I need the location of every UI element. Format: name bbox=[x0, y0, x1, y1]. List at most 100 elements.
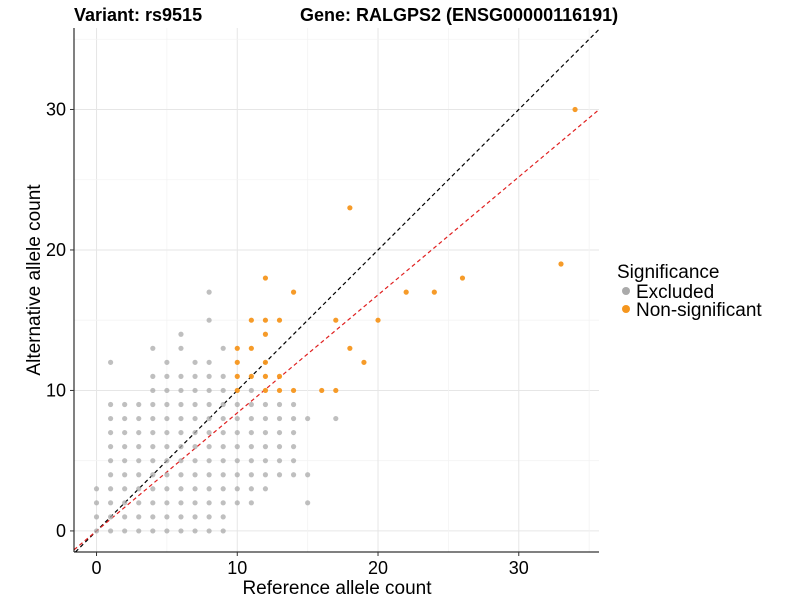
point-excluded bbox=[220, 373, 226, 379]
point-non-significant bbox=[558, 261, 564, 267]
point-excluded bbox=[122, 444, 128, 450]
point-excluded bbox=[234, 458, 240, 464]
point-excluded bbox=[192, 486, 198, 492]
point-excluded bbox=[262, 486, 269, 492]
point-non-significant bbox=[262, 331, 269, 337]
point-excluded bbox=[178, 373, 184, 379]
point-excluded bbox=[122, 486, 128, 492]
point-excluded bbox=[150, 514, 156, 520]
point-excluded bbox=[164, 373, 170, 379]
point-excluded bbox=[122, 514, 128, 520]
point-non-significant bbox=[290, 387, 297, 394]
point-excluded bbox=[220, 458, 226, 464]
point-excluded bbox=[248, 500, 254, 506]
point-excluded bbox=[192, 373, 198, 379]
point-excluded bbox=[290, 458, 297, 464]
point-excluded bbox=[178, 429, 184, 436]
point-excluded bbox=[93, 528, 100, 534]
legend-swatch-excluded bbox=[622, 287, 630, 295]
point-excluded bbox=[206, 458, 212, 464]
point-excluded bbox=[150, 486, 156, 492]
x-axis-title: Reference allele count bbox=[242, 578, 432, 599]
point-non-significant bbox=[459, 275, 466, 281]
tick-labels: 0 10 20 30 0 10 20 30 bbox=[46, 99, 529, 578]
point-excluded bbox=[122, 401, 128, 408]
point-non-significant bbox=[319, 387, 325, 394]
point-non-significant bbox=[262, 387, 269, 394]
point-excluded bbox=[206, 415, 212, 422]
point-excluded bbox=[122, 415, 128, 422]
point-excluded bbox=[178, 331, 184, 337]
point-excluded bbox=[192, 472, 198, 478]
point-excluded bbox=[122, 429, 128, 436]
point-excluded bbox=[178, 458, 184, 464]
point-excluded bbox=[150, 373, 156, 379]
point-excluded bbox=[192, 514, 198, 520]
point-excluded bbox=[164, 472, 170, 478]
y-tick-label: 20 bbox=[46, 240, 66, 260]
point-non-significant bbox=[248, 373, 254, 379]
point-excluded bbox=[107, 415, 114, 422]
x-tick-label: 20 bbox=[368, 558, 388, 578]
point-non-significant bbox=[276, 387, 283, 394]
point-excluded bbox=[107, 472, 114, 478]
point-excluded bbox=[107, 429, 114, 436]
point-excluded bbox=[305, 500, 311, 506]
point-excluded bbox=[107, 514, 114, 520]
point-excluded bbox=[192, 415, 198, 422]
point-non-significant bbox=[248, 317, 254, 323]
point-excluded bbox=[93, 486, 100, 492]
point-non-significant bbox=[248, 345, 254, 351]
point-excluded bbox=[234, 444, 240, 450]
point-excluded bbox=[164, 444, 170, 450]
point-excluded bbox=[262, 458, 269, 464]
point-excluded bbox=[220, 415, 226, 422]
point-non-significant bbox=[375, 317, 381, 323]
point-excluded bbox=[107, 486, 114, 492]
point-excluded bbox=[150, 401, 156, 408]
point-excluded bbox=[220, 472, 226, 478]
point-excluded bbox=[248, 458, 254, 464]
point-excluded bbox=[178, 528, 184, 534]
point-excluded bbox=[136, 401, 142, 408]
point-excluded bbox=[248, 444, 254, 450]
point-excluded bbox=[262, 429, 269, 436]
reference-lines bbox=[73, 28, 600, 553]
point-non-significant bbox=[234, 373, 240, 379]
point-excluded bbox=[192, 387, 198, 394]
point-excluded bbox=[178, 387, 184, 394]
point-excluded bbox=[276, 415, 283, 422]
point-excluded bbox=[206, 500, 212, 506]
point-non-significant bbox=[333, 387, 339, 394]
point-excluded bbox=[206, 401, 212, 408]
point-excluded bbox=[206, 387, 212, 394]
y-tick-label: 0 bbox=[56, 521, 66, 541]
point-non-significant bbox=[361, 359, 367, 365]
data-points bbox=[93, 106, 578, 534]
point-excluded bbox=[234, 415, 240, 422]
point-excluded bbox=[290, 472, 297, 478]
y-tick-label: 30 bbox=[46, 99, 66, 119]
point-excluded bbox=[107, 458, 114, 464]
point-non-significant bbox=[276, 373, 283, 379]
point-excluded bbox=[276, 458, 283, 464]
point-excluded bbox=[276, 429, 283, 436]
point-non-significant bbox=[234, 345, 240, 351]
point-excluded bbox=[122, 528, 128, 534]
point-excluded bbox=[136, 444, 142, 450]
point-excluded bbox=[234, 486, 240, 492]
point-excluded bbox=[305, 415, 311, 422]
point-excluded bbox=[164, 528, 170, 534]
point-excluded bbox=[206, 317, 212, 323]
point-excluded bbox=[107, 528, 114, 534]
point-excluded bbox=[248, 401, 254, 408]
point-excluded bbox=[234, 401, 240, 408]
point-excluded bbox=[192, 359, 198, 365]
point-excluded bbox=[136, 514, 142, 520]
point-excluded bbox=[150, 387, 156, 394]
point-excluded bbox=[136, 472, 142, 478]
point-excluded bbox=[220, 486, 226, 492]
point-excluded bbox=[206, 444, 212, 450]
legend-label-excluded: Excluded bbox=[636, 282, 714, 303]
point-excluded bbox=[234, 472, 240, 478]
